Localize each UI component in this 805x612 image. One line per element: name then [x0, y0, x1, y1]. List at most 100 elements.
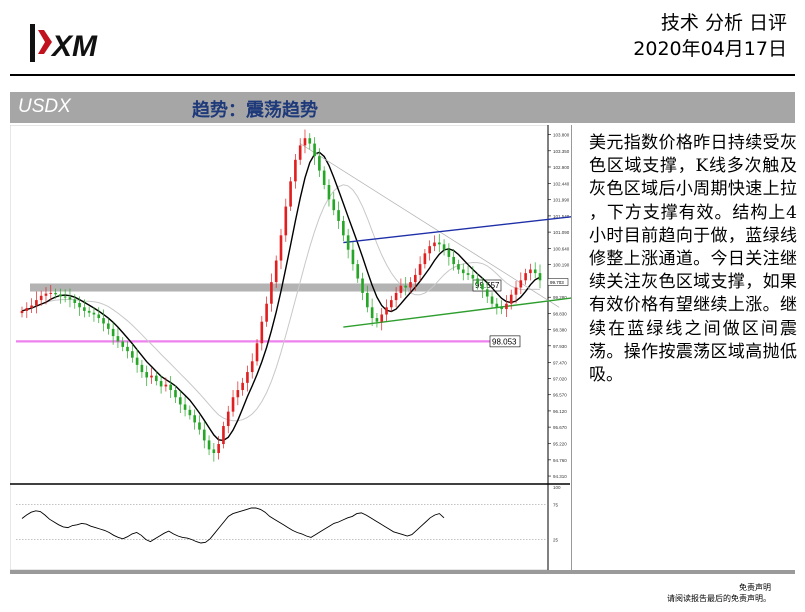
report-date: 2020年04月17日: [633, 38, 787, 60]
candle-body: [481, 283, 484, 290]
candle-body: [457, 264, 460, 270]
candle-body: [399, 285, 403, 293]
candle-body: [318, 156, 321, 171]
candle-body: [294, 159, 297, 182]
y-tick-label: 97.470: [553, 360, 567, 365]
disclaimer: 免责声明 请阅读报告最后的免责声明。: [667, 582, 771, 604]
analysis-commentary: 美元指数价格昨日持续受灰色区域支撑，K线多次触及灰色区域后小周期快速上拉 ，下方…: [589, 133, 797, 386]
candle-body: [107, 323, 110, 329]
candle-body: [289, 181, 292, 207]
channel-upper-line: [343, 215, 572, 244]
candle-body: [193, 415, 196, 423]
candle-body: [529, 269, 532, 274]
candle-body: [389, 300, 393, 308]
candle-body: [313, 143, 316, 157]
candle-body: [73, 299, 77, 303]
candle-body: [178, 397, 182, 405]
y-tick-label: 102.900: [553, 165, 570, 170]
candle-body: [409, 282, 412, 288]
disclaimer-text: 请阅读报告最后的免责声明。: [667, 594, 771, 603]
candle-body: [92, 312, 96, 315]
trend-label: 趋势：震荡趋势: [192, 100, 318, 121]
disclaimer-title: 免责声明: [739, 583, 771, 592]
candle-body: [207, 440, 211, 450]
candle-body: [505, 303, 508, 310]
candle-body: [102, 318, 105, 324]
y-tick-label: 103.800: [553, 133, 570, 138]
candle-body: [466, 273, 470, 275]
candle-body: [385, 307, 388, 315]
candle-body: [380, 314, 384, 322]
candle-body: [514, 287, 518, 295]
y-tick-label: 95.670: [553, 425, 567, 430]
candle-body: [202, 429, 206, 441]
candle-body: [346, 235, 350, 250]
y-tick-label: 96.120: [553, 409, 567, 414]
candle-body: [265, 303, 268, 322]
candle-body: [116, 336, 120, 342]
fast-moving-average: [21, 151, 541, 442]
candle-body: [274, 260, 278, 283]
trend-line: [299, 143, 560, 308]
candle-body: [59, 294, 62, 297]
candle-body: [485, 289, 489, 297]
candle-body: [361, 278, 364, 293]
oscillator-line: [21, 507, 445, 544]
oscillator-level-label: 25: [553, 538, 559, 543]
y-tick-label: 100.640: [553, 246, 570, 251]
logo-wordmark: XM: [50, 30, 98, 63]
y-tick-label: 94.760: [553, 458, 567, 463]
candle-body: [49, 292, 53, 294]
candle-body: [413, 274, 417, 283]
candle-body: [54, 292, 57, 295]
oscillator-level-label: 75: [553, 503, 559, 508]
y-tick-label: 97.020: [553, 377, 567, 382]
candle-body: [236, 390, 240, 398]
y-tick-label: 102.440: [553, 182, 570, 187]
candle-body: [332, 199, 336, 211]
y-tick-label: 98.380: [553, 328, 567, 333]
candle-body: [87, 310, 91, 313]
level-label-box: [489, 335, 521, 348]
candle-body: [39, 295, 43, 301]
candle-body: [68, 297, 72, 300]
candle-body: [140, 364, 144, 373]
candle-body: [394, 292, 398, 301]
candle-body: [44, 293, 48, 296]
candle-body: [375, 318, 379, 322]
candle-body: [303, 138, 307, 146]
candle-body: [150, 375, 153, 378]
support-zone: [30, 283, 492, 292]
channel-lower-line: [343, 297, 572, 328]
candle-body: [145, 372, 149, 378]
candle-body: [366, 292, 369, 308]
candle-body: [452, 256, 455, 265]
y-tick-label: 101.990: [553, 198, 570, 203]
current-price-label: 99.703: [550, 280, 564, 285]
candle-body: [418, 264, 422, 275]
report-header: 技术 分析 日评 2020年04月17日: [633, 10, 787, 62]
candle-body: [428, 246, 432, 254]
candle-body: [370, 307, 374, 319]
candle-body: [78, 302, 81, 308]
candle-body: [270, 282, 273, 304]
candle-body: [538, 273, 542, 281]
y-tick-label: 99.280: [553, 295, 567, 300]
candle-body: [97, 314, 101, 319]
candle-body: [524, 273, 527, 281]
candle-body: [337, 210, 340, 221]
candle-body: [130, 351, 134, 358]
candle-body: [188, 409, 192, 416]
candle-body: [509, 294, 513, 304]
candle-body: [246, 372, 249, 383]
candle-body: [164, 384, 168, 387]
price-chart: 103.800 103.350 102.900 102.440 101.990 101.5…: [10, 125, 572, 570]
y-tick-label: 96.570: [553, 393, 567, 398]
candle-body: [461, 269, 465, 274]
candle-body: [250, 361, 254, 373]
candle-body: [298, 145, 302, 160]
chart-frame: [10, 125, 549, 570]
candle-body: [126, 346, 129, 352]
y-tick-label: 94.310: [553, 474, 567, 479]
candle-body: [519, 280, 523, 288]
